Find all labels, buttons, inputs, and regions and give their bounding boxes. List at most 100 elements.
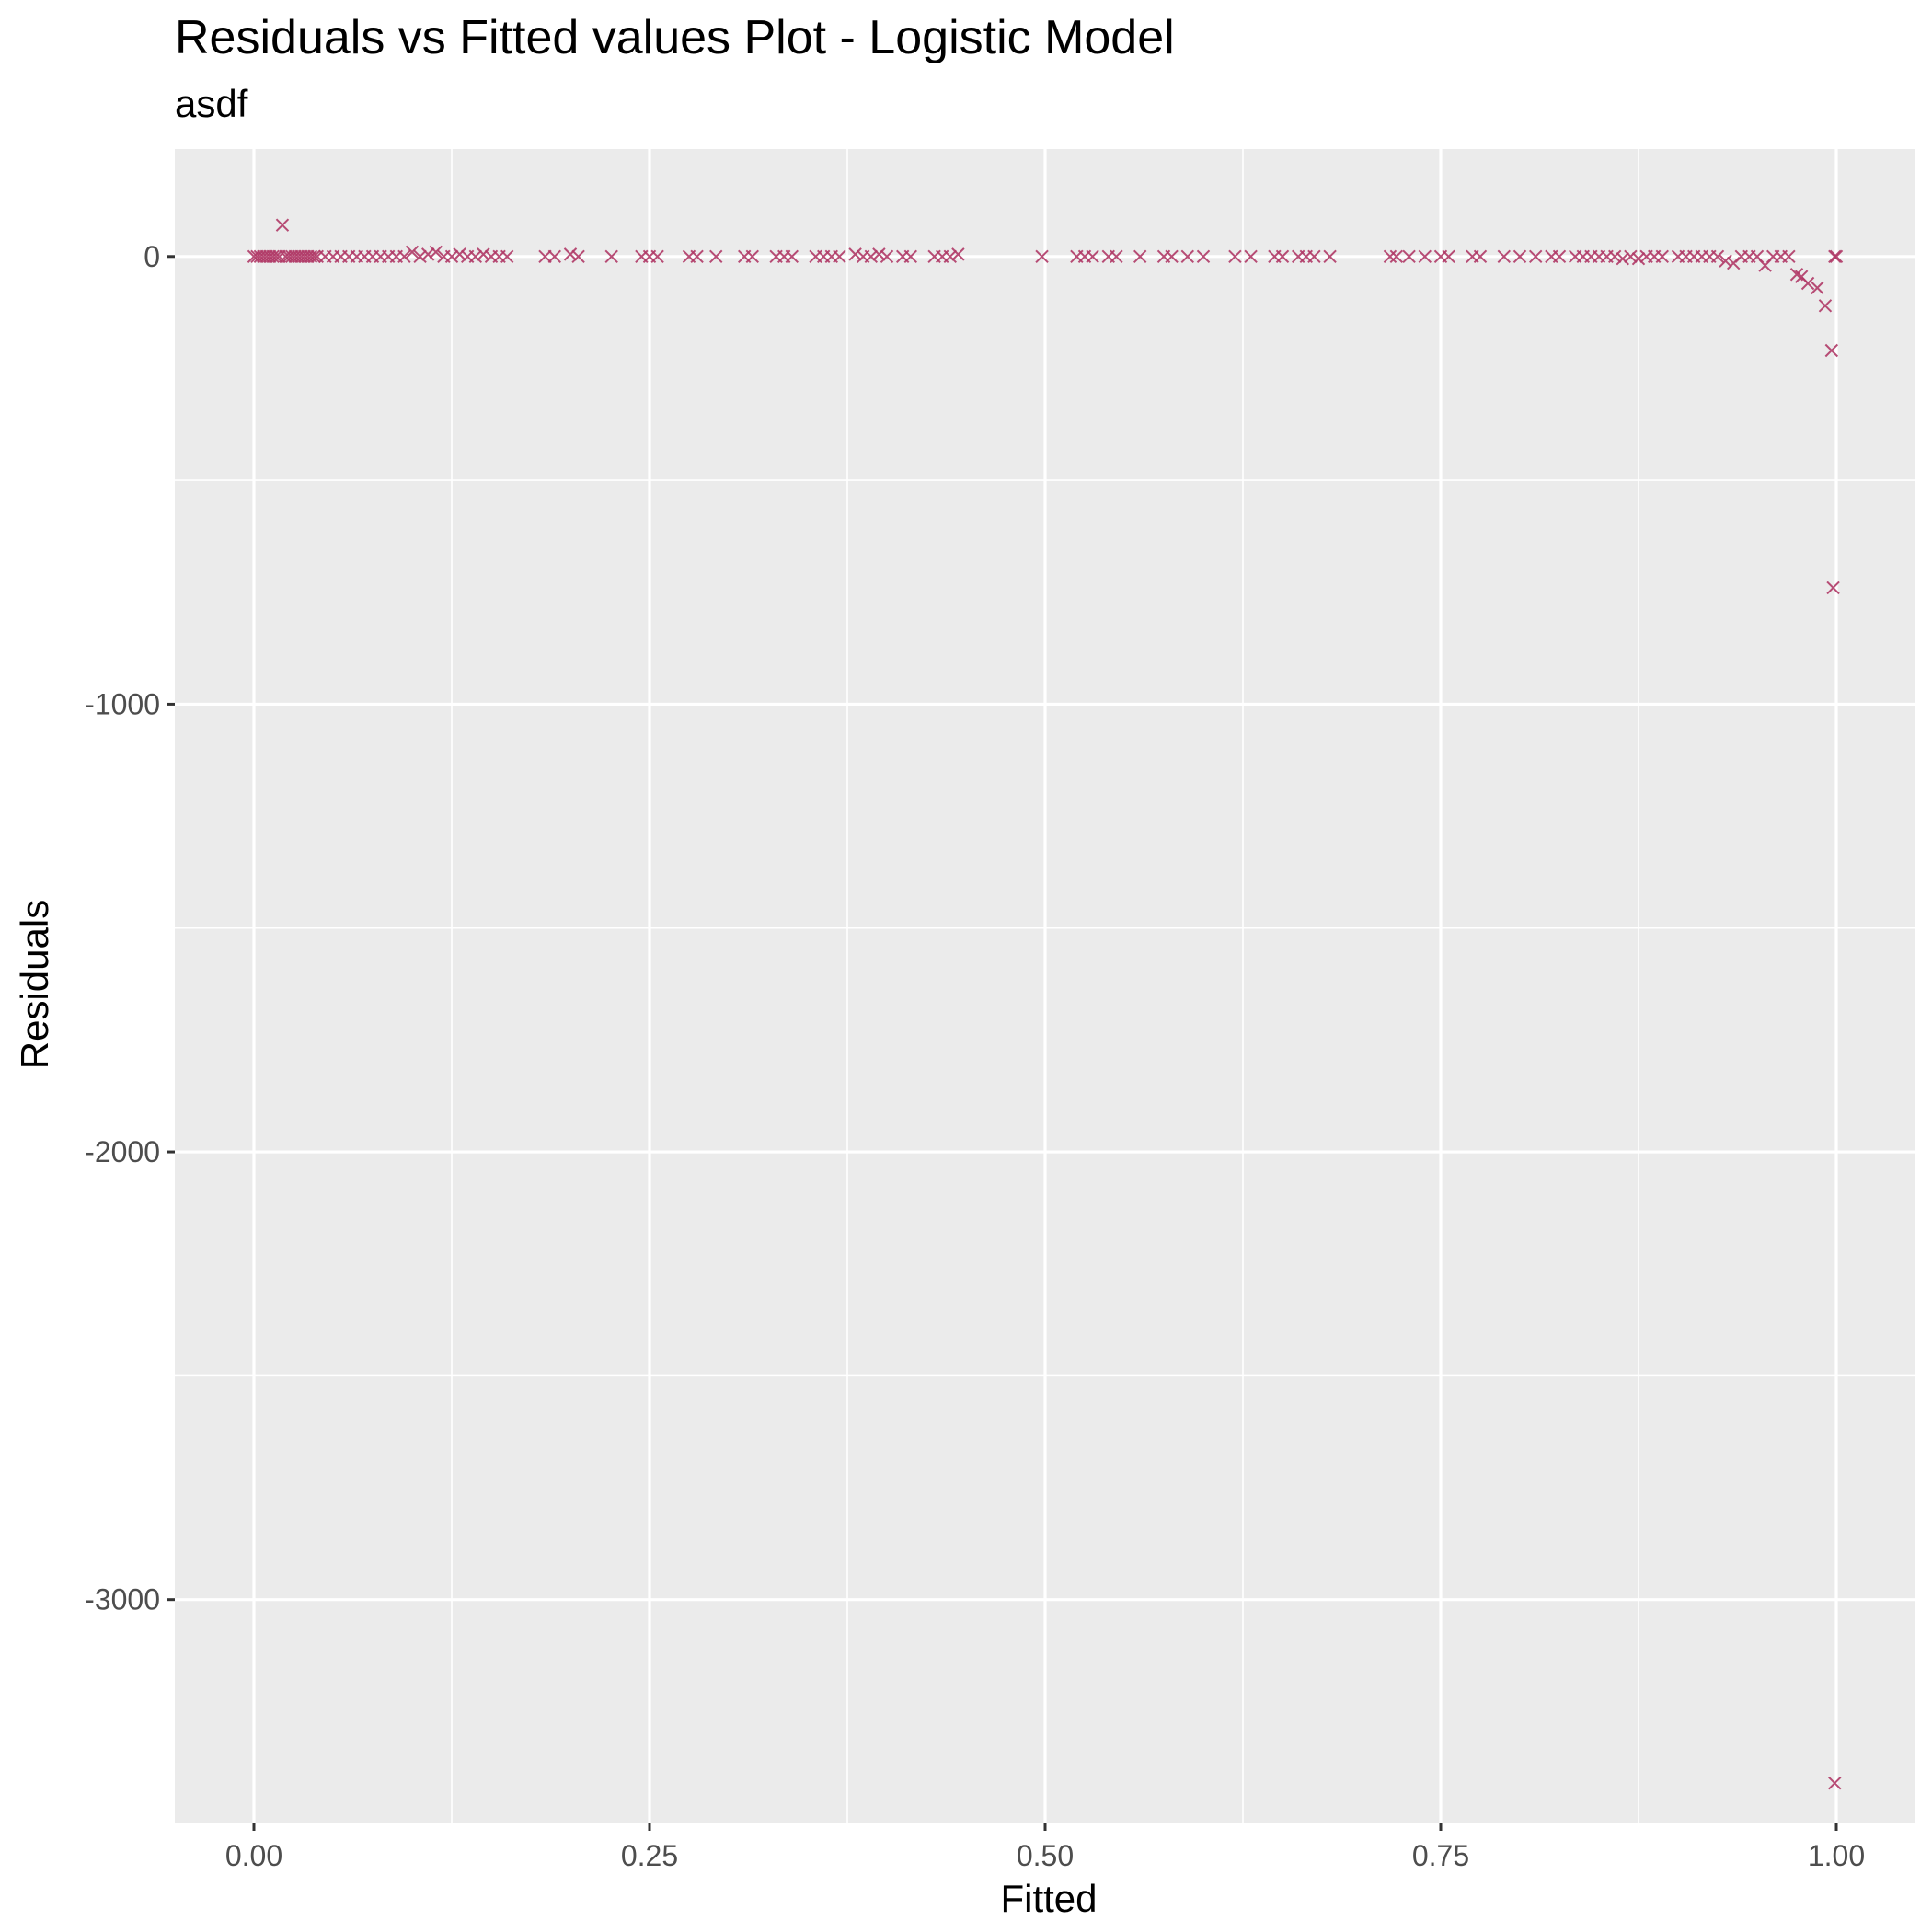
major-gridlines (175, 149, 1915, 1823)
y-tick-label: -3000 (85, 1583, 160, 1616)
data-point (709, 249, 723, 263)
x-tick-label: 0.00 (225, 1839, 282, 1872)
data-point (269, 249, 283, 263)
data-point (397, 249, 411, 263)
data-point (1616, 252, 1630, 266)
data-point (1824, 343, 1839, 358)
data-point (1383, 249, 1397, 263)
data-point (547, 249, 562, 263)
data-point (1275, 249, 1290, 263)
data-point (304, 249, 318, 263)
x-tick-label: 1.00 (1808, 1839, 1865, 1872)
data-point (297, 249, 312, 263)
chart-title: Residuals vs Fitted values Plot - Logist… (175, 11, 1175, 64)
data-point (1512, 249, 1527, 263)
y-axis: 0 -1000 -2000 -3000 (85, 240, 175, 1616)
data-point (420, 247, 435, 261)
data-point (266, 249, 280, 263)
data-point (279, 249, 293, 263)
data-point (1826, 581, 1840, 595)
data-point (1402, 249, 1416, 263)
data-point (262, 249, 277, 263)
data-point (413, 249, 427, 263)
chart-subtitle: asdf (175, 82, 248, 125)
x-axis-title: Fitted (1000, 1877, 1097, 1920)
data-point (288, 249, 302, 263)
data-point (477, 247, 490, 261)
data-point (1828, 1776, 1842, 1790)
data-point (1829, 249, 1844, 263)
data-point (444, 249, 459, 263)
y-tick-label: -2000 (85, 1135, 160, 1168)
data-point (259, 249, 273, 263)
x-axis: 0.00 0.25 0.50 0.75 1.00 (225, 1823, 1865, 1872)
data-point (1607, 249, 1622, 263)
data-point (563, 247, 578, 261)
data-point (690, 249, 704, 263)
data-point (1110, 249, 1123, 263)
data-point (1442, 249, 1455, 263)
data-point (1035, 249, 1049, 263)
data-point (405, 245, 420, 259)
data-point (257, 249, 270, 263)
data-point (1473, 249, 1488, 263)
data-point (571, 249, 585, 263)
data-point (1086, 249, 1099, 263)
data-point (294, 249, 308, 263)
data-point (1828, 249, 1842, 263)
data-point (500, 249, 514, 263)
data-point (1323, 249, 1337, 263)
data-point (848, 247, 862, 261)
data-point (1418, 249, 1432, 263)
data-point (253, 249, 268, 263)
data-point (453, 247, 466, 261)
data-point (951, 247, 965, 261)
data-point (864, 249, 879, 263)
data-point (272, 249, 286, 263)
data-point (1624, 249, 1638, 263)
data-point (291, 249, 305, 263)
data-point (1307, 249, 1321, 263)
data-point (282, 249, 296, 263)
data-point (1196, 249, 1211, 263)
x-tick-label: 0.50 (1017, 1839, 1074, 1872)
data-point (1631, 252, 1646, 266)
data-point (1497, 249, 1512, 263)
data-point (247, 249, 261, 263)
data-point (943, 249, 958, 263)
data-point (468, 249, 483, 263)
data-point (1782, 249, 1796, 263)
y-tick-label: -1000 (85, 687, 160, 720)
data-point (1800, 276, 1815, 291)
data-point (1710, 249, 1725, 263)
data-point (1180, 249, 1195, 263)
data-point (745, 249, 760, 263)
data-point (903, 249, 918, 263)
data-point (785, 249, 799, 263)
data-point (1228, 249, 1242, 263)
x-tick-label: 0.75 (1412, 1839, 1469, 1872)
data-point (429, 245, 443, 259)
data-point (1719, 254, 1732, 268)
data-point (275, 218, 290, 232)
data-point (1389, 249, 1404, 263)
data-point (1244, 249, 1258, 263)
data-point (307, 249, 321, 263)
data-point (1811, 281, 1824, 295)
data-point (604, 249, 618, 263)
scatter-points (247, 218, 1844, 1790)
y-tick-label: 0 (144, 240, 160, 273)
data-point (285, 249, 299, 263)
data-point (833, 249, 846, 263)
data-point (650, 249, 664, 263)
data-point (872, 247, 886, 261)
data-point (1165, 249, 1179, 263)
y-axis-title: Residuals (13, 900, 56, 1069)
data-point (538, 249, 552, 263)
data-point (1655, 249, 1670, 263)
data-point (1552, 249, 1567, 263)
x-tick-label: 0.25 (621, 1839, 678, 1872)
data-point (880, 249, 894, 263)
data-point (301, 249, 315, 263)
